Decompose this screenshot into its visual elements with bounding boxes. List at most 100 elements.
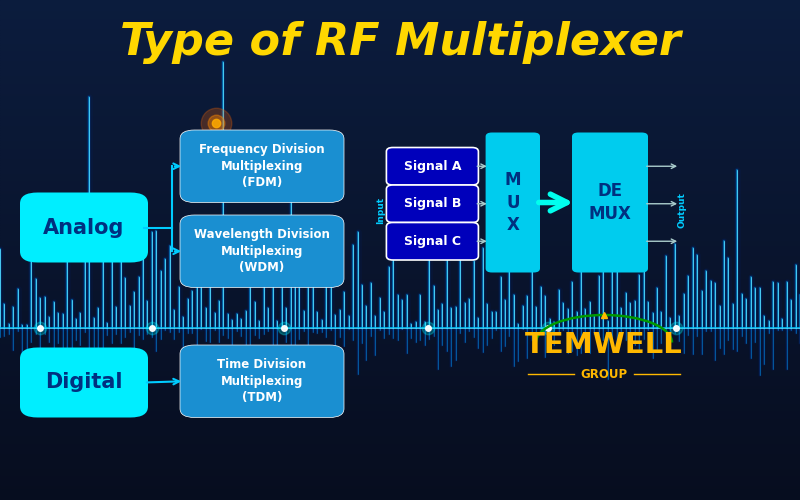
Bar	[0, 170, 800, 172]
Bar	[0, 418, 800, 420]
Bar	[0, 402, 800, 405]
FancyBboxPatch shape	[572, 132, 648, 272]
Bar	[0, 372, 800, 375]
Bar	[0, 75, 800, 78]
FancyBboxPatch shape	[486, 132, 540, 272]
Bar	[0, 280, 800, 282]
Bar	[0, 425, 800, 428]
Bar	[0, 110, 800, 112]
Bar	[0, 92, 800, 95]
Bar	[0, 330, 800, 332]
Bar	[0, 202, 800, 205]
Bar	[0, 132, 800, 135]
Bar	[0, 90, 800, 92]
Bar	[0, 2, 800, 5]
Bar	[0, 175, 800, 178]
Text: Signal C: Signal C	[404, 235, 461, 248]
Bar	[0, 380, 800, 382]
Bar	[0, 445, 800, 448]
Bar	[0, 178, 800, 180]
Bar	[0, 62, 800, 65]
Bar	[0, 18, 800, 20]
Bar	[0, 480, 800, 482]
Bar	[0, 308, 800, 310]
Bar	[0, 130, 800, 132]
Bar	[0, 88, 800, 90]
Bar	[0, 10, 800, 12]
Bar	[0, 472, 800, 475]
Bar	[0, 8, 800, 10]
Bar	[0, 458, 800, 460]
Bar	[0, 138, 800, 140]
Bar	[0, 268, 800, 270]
Bar	[0, 315, 800, 318]
Bar	[0, 468, 800, 470]
Bar	[0, 388, 800, 390]
Bar	[0, 205, 800, 208]
Bar	[0, 365, 800, 368]
Bar	[0, 452, 800, 455]
Bar	[0, 428, 800, 430]
Bar	[0, 465, 800, 468]
FancyBboxPatch shape	[180, 215, 344, 288]
Bar	[0, 370, 800, 372]
Bar	[0, 265, 800, 268]
Bar	[0, 208, 800, 210]
Bar	[0, 102, 800, 105]
Bar	[0, 52, 800, 55]
Bar	[0, 50, 800, 52]
Bar	[0, 322, 800, 325]
Bar	[0, 5, 800, 8]
Bar	[0, 58, 800, 60]
Bar	[0, 350, 800, 352]
Bar	[0, 42, 800, 45]
Text: DE
MUX: DE MUX	[589, 182, 631, 223]
Bar	[0, 0, 800, 2]
Bar	[0, 432, 800, 435]
Bar	[0, 345, 800, 348]
Bar	[0, 262, 800, 265]
Bar	[0, 85, 800, 87]
Bar	[0, 275, 800, 278]
Bar	[0, 35, 800, 37]
Text: TEMWELL: TEMWELL	[525, 331, 683, 359]
Bar	[0, 245, 800, 248]
Bar	[0, 65, 800, 68]
Bar	[0, 270, 800, 272]
Bar	[0, 335, 800, 338]
Bar	[0, 442, 800, 445]
Bar	[0, 100, 800, 102]
Bar	[0, 55, 800, 58]
Bar	[0, 398, 800, 400]
Bar	[0, 190, 800, 192]
Bar	[0, 310, 800, 312]
Bar	[0, 385, 800, 388]
Bar	[0, 378, 800, 380]
Text: Analog: Analog	[43, 218, 125, 238]
Bar	[0, 408, 800, 410]
Bar	[0, 215, 800, 218]
Bar	[0, 325, 800, 328]
Bar	[0, 312, 800, 315]
Bar	[0, 218, 800, 220]
Bar	[0, 328, 800, 330]
Bar	[0, 318, 800, 320]
Bar	[0, 302, 800, 305]
Bar	[0, 490, 800, 492]
Bar	[0, 220, 800, 222]
Bar	[0, 250, 800, 252]
Bar	[0, 405, 800, 407]
Bar	[0, 460, 800, 462]
Bar	[0, 180, 800, 182]
Bar	[0, 112, 800, 115]
Bar	[0, 228, 800, 230]
Bar	[0, 438, 800, 440]
Bar	[0, 15, 800, 18]
Bar	[0, 142, 800, 145]
Bar	[0, 462, 800, 465]
Bar	[0, 342, 800, 345]
Bar	[0, 232, 800, 235]
Bar	[0, 348, 800, 350]
Bar	[0, 420, 800, 422]
Bar	[0, 28, 800, 30]
